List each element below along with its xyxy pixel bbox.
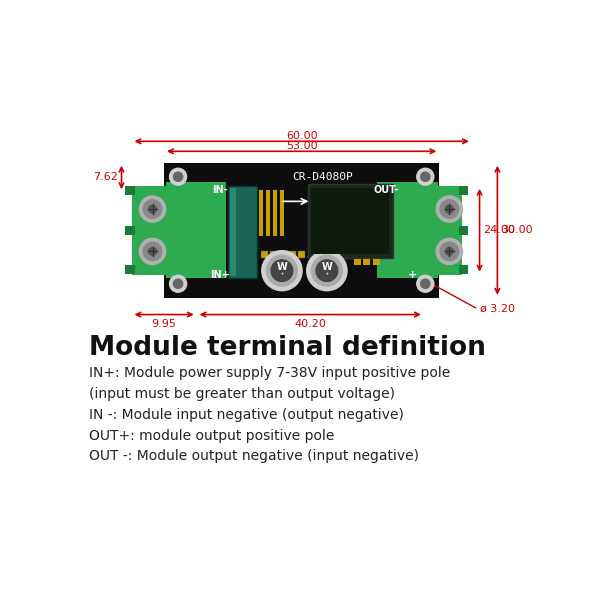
Circle shape bbox=[262, 251, 302, 290]
Bar bbox=[125, 186, 134, 195]
Bar bbox=[280, 190, 284, 236]
Circle shape bbox=[421, 279, 430, 289]
Circle shape bbox=[440, 242, 458, 260]
Text: +: + bbox=[407, 269, 417, 280]
Text: OUT -: Module output negative (input negative): OUT -: Module output negative (input neg… bbox=[89, 449, 419, 463]
Text: (input must be greater than output voltage): (input must be greater than output volta… bbox=[89, 387, 395, 401]
Circle shape bbox=[149, 248, 157, 255]
Bar bbox=[364, 259, 370, 265]
Circle shape bbox=[445, 248, 453, 255]
Bar bbox=[354, 259, 361, 265]
Circle shape bbox=[139, 196, 166, 222]
Text: ⁺: ⁺ bbox=[325, 271, 329, 280]
Circle shape bbox=[139, 238, 166, 265]
Text: CR-D4080P: CR-D4080P bbox=[292, 172, 353, 182]
Bar bbox=[259, 190, 263, 236]
Circle shape bbox=[266, 255, 298, 286]
Bar bbox=[429, 186, 462, 275]
Text: 40.20: 40.20 bbox=[294, 319, 326, 329]
Text: W: W bbox=[322, 262, 332, 272]
Bar bbox=[377, 182, 438, 278]
Bar bbox=[125, 265, 134, 274]
Circle shape bbox=[311, 255, 343, 286]
Text: ø 3.20: ø 3.20 bbox=[479, 304, 515, 314]
Bar bbox=[166, 182, 226, 278]
Text: 53.00: 53.00 bbox=[286, 141, 317, 151]
Circle shape bbox=[436, 238, 463, 265]
Text: IN+: IN+ bbox=[210, 269, 230, 280]
Circle shape bbox=[307, 251, 347, 290]
Bar bbox=[458, 226, 468, 235]
Bar bbox=[280, 251, 287, 257]
Bar bbox=[311, 188, 389, 254]
Bar bbox=[458, 265, 468, 274]
Text: OUT-: OUT- bbox=[374, 185, 400, 195]
Text: OUT+: module output positive pole: OUT+: module output positive pole bbox=[89, 428, 334, 443]
Bar bbox=[458, 186, 468, 195]
Bar bbox=[308, 184, 393, 257]
Bar bbox=[373, 259, 380, 265]
Text: 9.95: 9.95 bbox=[152, 319, 176, 329]
Text: 30.00: 30.00 bbox=[501, 225, 533, 235]
Text: 24.00: 24.00 bbox=[484, 225, 515, 235]
Bar bbox=[266, 190, 270, 236]
Text: W: W bbox=[277, 262, 287, 272]
Circle shape bbox=[421, 172, 430, 181]
Bar bbox=[164, 163, 439, 298]
Circle shape bbox=[173, 172, 183, 181]
Circle shape bbox=[271, 260, 293, 281]
Text: IN+: Module power supply 7-38V input positive pole: IN+: Module power supply 7-38V input pos… bbox=[89, 366, 450, 380]
Bar bbox=[298, 251, 305, 257]
Bar bbox=[261, 251, 268, 257]
Circle shape bbox=[143, 200, 162, 218]
Circle shape bbox=[417, 275, 434, 292]
Text: Module terminal definition: Module terminal definition bbox=[89, 335, 486, 361]
Circle shape bbox=[143, 242, 162, 260]
Circle shape bbox=[316, 260, 338, 281]
Circle shape bbox=[436, 196, 463, 222]
Bar bbox=[131, 186, 174, 275]
Circle shape bbox=[170, 275, 187, 292]
Text: 7.62: 7.62 bbox=[93, 172, 118, 182]
Circle shape bbox=[173, 279, 183, 289]
Text: 60.00: 60.00 bbox=[286, 131, 317, 141]
Circle shape bbox=[417, 168, 434, 185]
Text: IN-: IN- bbox=[212, 185, 228, 195]
Circle shape bbox=[170, 168, 187, 185]
Circle shape bbox=[149, 205, 157, 213]
Text: IN -: Module input negative (output negative): IN -: Module input negative (output nega… bbox=[89, 408, 404, 422]
Circle shape bbox=[445, 205, 453, 213]
Bar bbox=[271, 251, 277, 257]
Circle shape bbox=[440, 200, 458, 218]
Bar bbox=[227, 186, 257, 278]
Bar bbox=[125, 226, 134, 235]
Bar bbox=[289, 251, 296, 257]
Bar bbox=[230, 188, 236, 276]
Text: ⁺: ⁺ bbox=[280, 271, 284, 280]
Bar bbox=[272, 190, 277, 236]
